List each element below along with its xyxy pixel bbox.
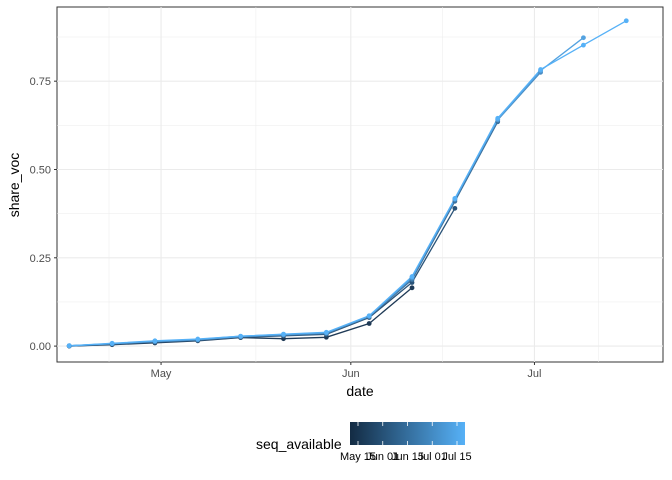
data-point [323,329,329,335]
data-point [581,42,586,48]
data-point [623,18,629,24]
data-point [409,274,415,279]
x-tick-label: Jul [527,368,541,380]
data-point [109,340,115,346]
x-axis-title: date [346,383,373,399]
data-point [66,343,72,349]
x-axis: May Jun Jul [151,362,541,380]
data-point [366,321,372,326]
x-tick-label: Jun [342,368,360,380]
data-point [409,285,415,291]
legend-tick-label: Jun 01 [366,451,399,463]
data-point [366,313,372,319]
plot-panel [56,6,664,363]
y-tick-label: 0.75 [30,76,51,88]
legend-colorbar [350,422,465,445]
data-point [581,35,586,41]
data-point [452,196,458,201]
legend-tick-label: Jun 15 [391,451,424,463]
data-point [195,336,201,342]
y-tick-label: 0.50 [30,164,51,176]
legend-tick-label: Jul 15 [442,451,471,463]
grid-minor [57,7,663,362]
y-axis-title: share_voc [6,153,22,218]
data-point [152,338,158,344]
y-tick-label: 0.00 [30,341,51,353]
series-line [69,20,627,347]
x-tick-label: May [151,368,172,380]
data-point [538,67,543,72]
grid-major [57,7,663,362]
data-point [281,331,286,337]
data-point [452,205,458,211]
legend-title: seq_available [256,436,342,452]
y-tick-label: 0.25 [30,253,51,265]
legend-tick-label: May 15 [340,451,376,463]
data-point [495,115,501,121]
series-layer [66,18,629,349]
data-point [238,333,244,339]
legend-tick-label: Jul 01 [418,451,447,463]
y-axis: 0.00 0.25 0.50 0.75 [30,76,57,353]
